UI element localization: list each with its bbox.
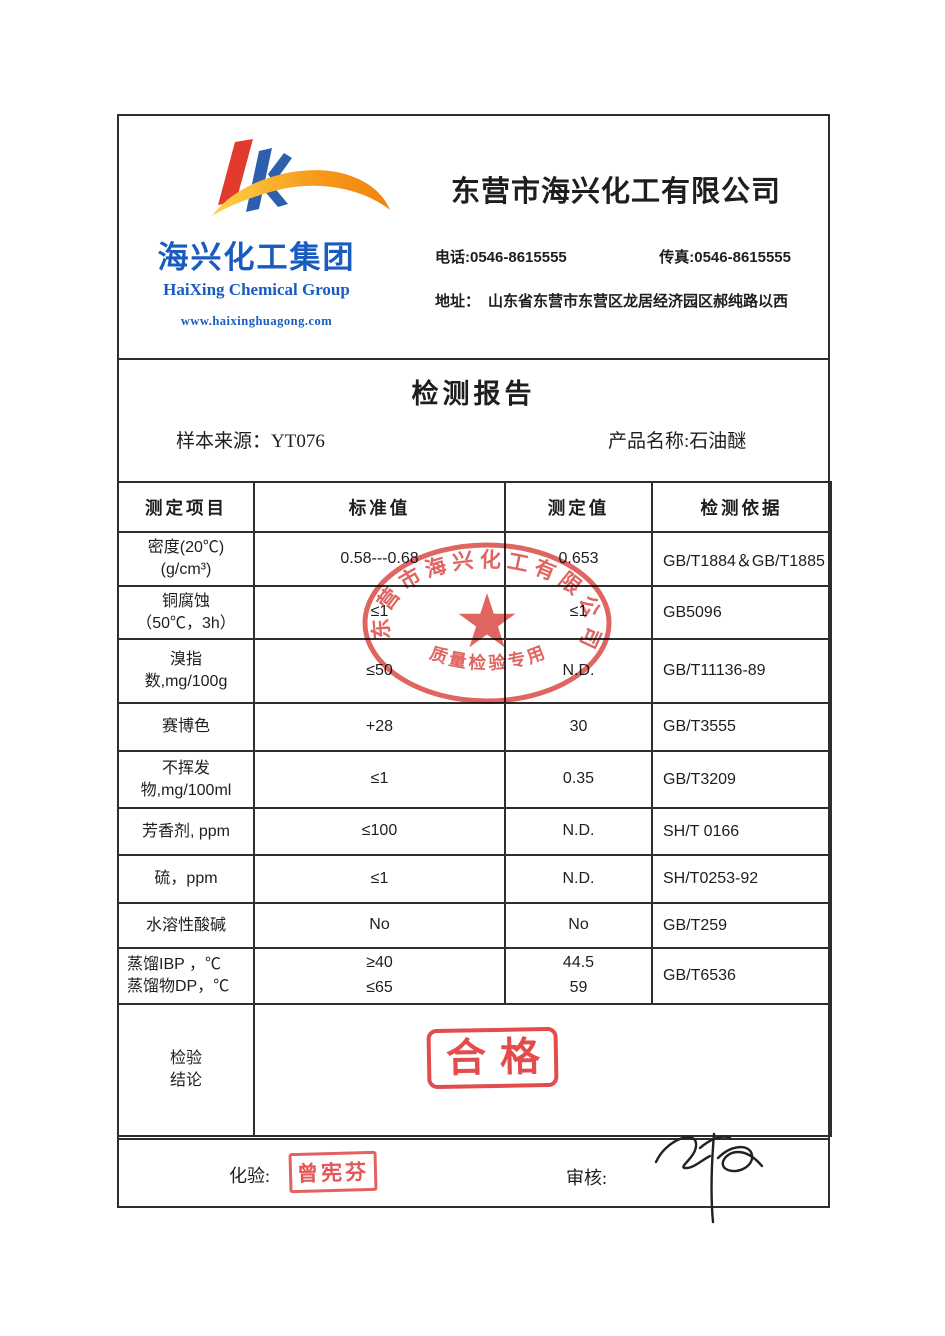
conclusion-row: 检验 结论 <box>117 1002 832 1137</box>
table-row: 密度(20℃) (g/cm³) 0.58---0.68 0.653 GB/T18… <box>117 531 832 587</box>
cell-item: 蒸馏IBP ，℃ 蒸馏物DP，℃ <box>117 947 255 1005</box>
logo-cn-name: 海兴化工集团 <box>157 240 356 275</box>
cell-measured: No <box>504 902 653 949</box>
table-row: 水溶性酸碱 No No GB/T259 <box>117 902 832 949</box>
signature-section: 化验: 曾宪芬 审核: <box>119 1132 828 1224</box>
lab-test-label: 化验: <box>229 1166 271 1186</box>
table-row: 铜腐蚀 （50℃，3h） ≤1 ≤1 GB5096 <box>117 585 832 640</box>
fax-label: 传真: <box>659 249 695 266</box>
address-label: 地址： <box>435 293 481 310</box>
cell-basis: GB/T259 <box>651 902 832 949</box>
haixing-logo-icon <box>212 139 390 216</box>
logo-block: 海兴化工集团 HaiXing Chemical Group www.haixin… <box>149 136 390 329</box>
results-table: 测定项目 标准值 测定值 检测依据 密度(20℃) (g/cm³) 0.58--… <box>117 481 832 1137</box>
cell-standard: ≤100 <box>253 807 506 856</box>
cell-basis: GB/T3555 <box>651 702 832 752</box>
conclusion-cell <box>253 1002 832 1137</box>
cell-standard: ≤50 <box>253 638 506 704</box>
cell-item: 硫，ppm <box>117 854 255 904</box>
cell-standard: ≤1 <box>253 854 506 904</box>
cell-item: 密度(20℃) (g/cm³) <box>117 531 255 587</box>
cell-basis: GB5096 <box>651 585 832 640</box>
col-header-item: 测定项目 <box>117 481 255 533</box>
report-title: 检测报告 <box>411 379 536 409</box>
logo-website: www.haixinghuagong.com <box>180 314 333 328</box>
cell-standard: +28 <box>253 702 506 752</box>
cell-standard: ≤1 <box>253 585 506 640</box>
cell-basis: SH/T 0166 <box>651 807 832 856</box>
report-document: 海兴化工集团 HaiXing Chemical Group www.haixin… <box>117 114 832 1224</box>
address-value: 山东省东营市东营区龙居经济园区郝纯路以西 <box>488 293 789 310</box>
title-section: 检测报告 样本来源：YT076 产品名称:石油醚 <box>119 362 828 481</box>
cell-item: 溴指 数,mg/100g <box>117 638 255 704</box>
cell-basis: GB/T3209 <box>651 750 832 809</box>
fax-value: 0546-8615555 <box>694 249 791 266</box>
contact-row: 电话:0546-8615555 传真:0546-8615555 <box>435 246 791 267</box>
fax-item: 传真:0546-8615555 <box>659 246 791 267</box>
table-row: 不挥发 物,mg/100ml ≤1 0.35 GB/T3209 <box>117 750 832 809</box>
table-row: 溴指 数,mg/100g ≤50 N.D. GB/T11136-89 <box>117 638 832 704</box>
table-header-row: 测定项目 标准值 测定值 检测依据 <box>117 481 832 533</box>
address-row: 地址： 山东省东营市东营区龙居经济园区郝纯路以西 <box>435 290 835 311</box>
cell-basis: GB/T6536 <box>651 947 832 1005</box>
col-header-basis: 检测依据 <box>651 481 832 533</box>
cell-measured: 30 <box>504 702 653 752</box>
review-label: 审核: <box>566 1168 608 1188</box>
phone-label: 电话: <box>435 249 470 266</box>
cell-measured: ≤1 <box>504 585 653 640</box>
sample-source-label: 样本来源： <box>176 431 272 452</box>
col-header-measured: 测定值 <box>504 481 653 533</box>
logo-en-name: HaiXing Chemical Group <box>163 280 350 299</box>
letterhead: 海兴化工集团 HaiXing Chemical Group www.haixin… <box>119 116 828 360</box>
table-row: 赛博色 +28 30 GB/T3555 <box>117 702 832 752</box>
tester-name-seal: 曾宪芬 <box>288 1150 378 1194</box>
cell-measured: 0.653 <box>504 531 653 587</box>
cell-measured: 44.5 59 <box>504 947 653 1005</box>
cell-standard: 0.58---0.68 <box>253 531 506 587</box>
cell-standard: ≤1 <box>253 750 506 809</box>
cell-item: 赛博色 <box>117 702 255 752</box>
cell-item: 水溶性酸碱 <box>117 902 255 949</box>
cell-basis: GB/T11136-89 <box>651 638 832 704</box>
product-value: 石油醚 <box>689 431 747 452</box>
sample-source: 样本来源：YT076 <box>176 426 325 453</box>
sample-source-value: YT076 <box>271 431 325 452</box>
cell-item: 不挥发 物,mg/100ml <box>117 750 255 809</box>
table-row: 芳香剂, ppm ≤100 N.D. SH/T 0166 <box>117 807 832 856</box>
cell-standard: ≥40 ≤65 <box>253 947 506 1005</box>
cell-measured: N.D. <box>504 638 653 704</box>
cell-item: 芳香剂, ppm <box>117 807 255 856</box>
cell-measured: 0.35 <box>504 750 653 809</box>
conclusion-label: 检验 结论 <box>117 1002 255 1137</box>
cell-item: 铜腐蚀 （50℃，3h） <box>117 585 255 640</box>
company-name: 东营市海兴化工有限公司 <box>450 176 781 208</box>
phone-item: 电话:0546-8615555 <box>435 246 567 267</box>
cell-basis: SH/T0253-92 <box>651 854 832 904</box>
cell-measured: N.D. <box>504 854 653 904</box>
cell-measured: N.D. <box>504 807 653 856</box>
col-header-standard: 标准值 <box>253 481 506 533</box>
table-row: 蒸馏IBP ，℃ 蒸馏物DP，℃ ≥40 ≤65 44.5 59 GB/T653… <box>117 947 832 1005</box>
cell-basis: GB/T1884＆GB/T1885 <box>651 531 832 587</box>
table-row: 硫，ppm ≤1 N.D. SH/T0253-92 <box>117 854 832 904</box>
product-name: 产品名称:石油醚 <box>608 426 746 453</box>
phone-value: 0546-8615555 <box>470 249 567 266</box>
cell-standard: No <box>253 902 506 949</box>
product-label: 产品名称: <box>608 431 690 452</box>
company-block: 东营市海兴化工有限公司 电话:0546-8615555 传真:0546-8615… <box>435 168 797 310</box>
